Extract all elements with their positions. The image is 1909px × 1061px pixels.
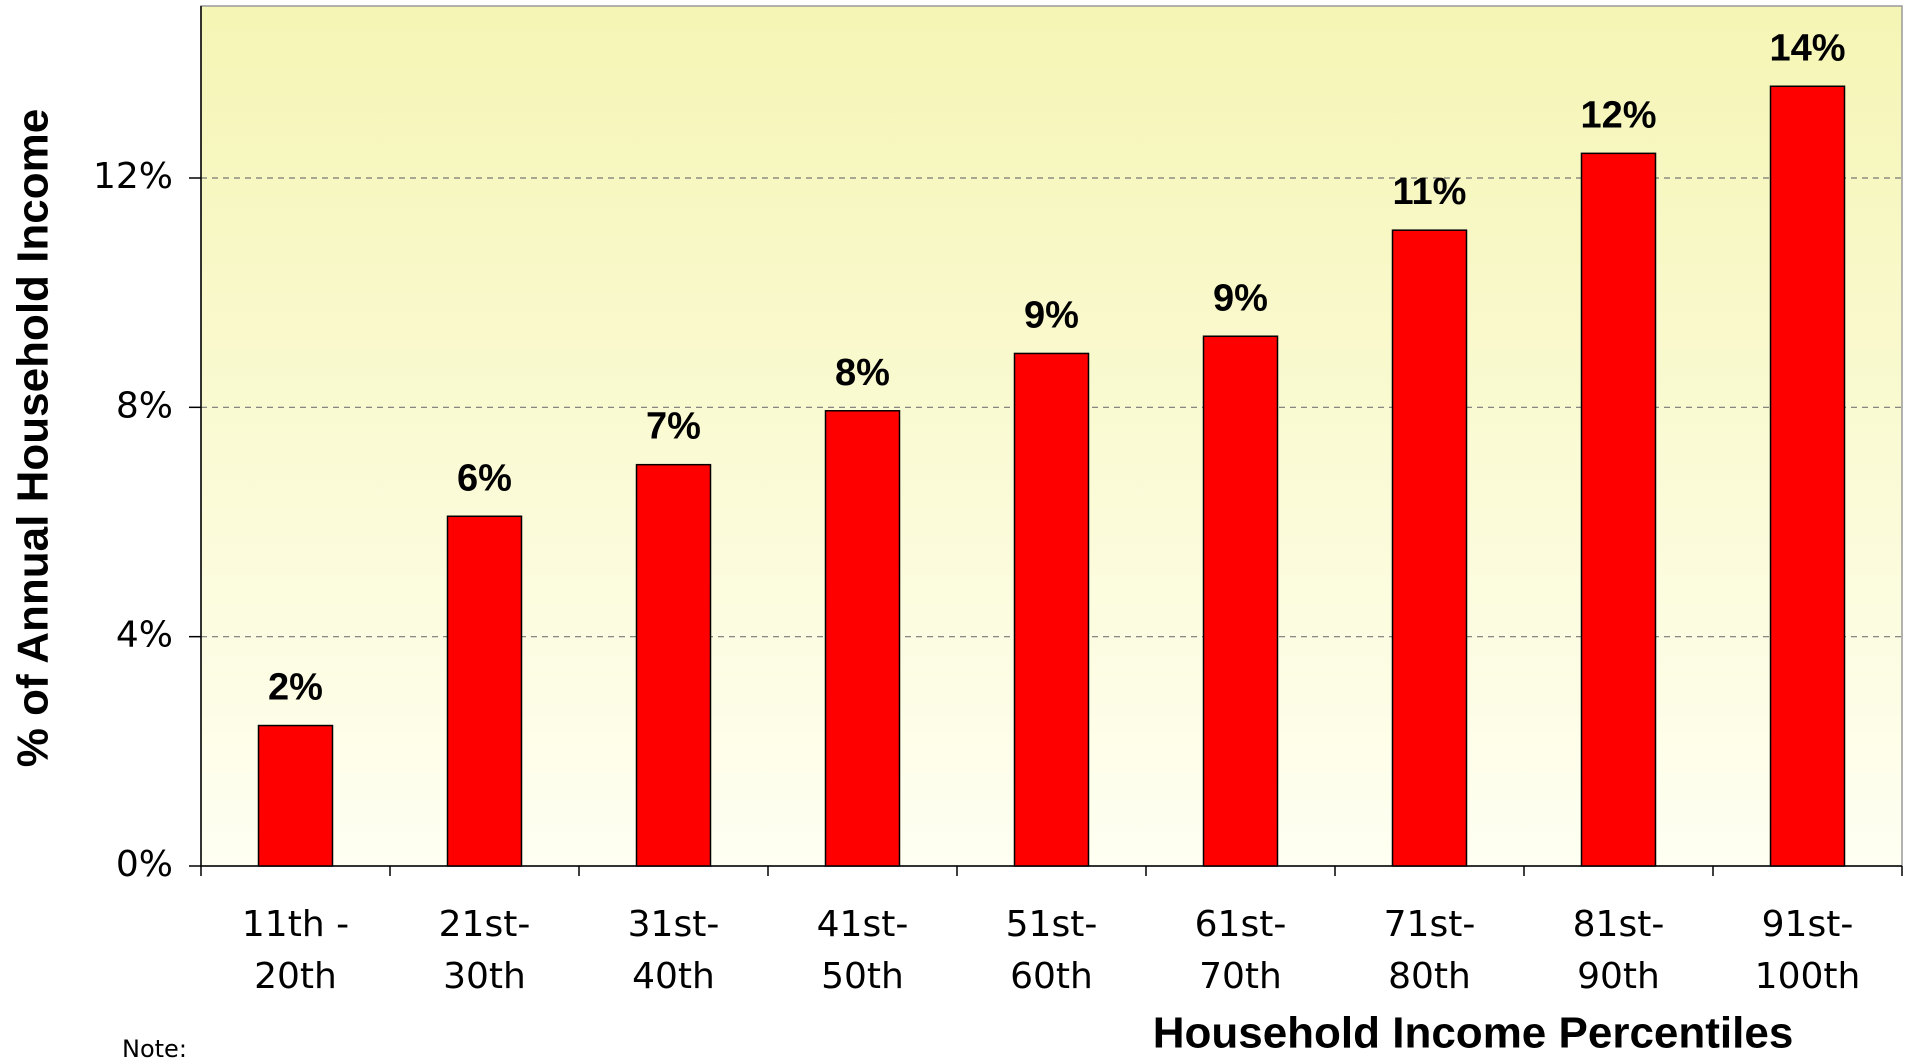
data-label: 9% [1024, 294, 1079, 336]
x-tick-label: 31st-40th [628, 904, 720, 997]
data-label: 14% [1769, 27, 1845, 69]
y-tick-label: 0% [116, 844, 173, 885]
bar [1013, 352, 1090, 867]
y-tick-label: 12% [93, 156, 173, 197]
data-label: 2% [268, 667, 323, 709]
bar [446, 515, 523, 867]
bar [1202, 335, 1279, 867]
note: Note: [122, 1035, 187, 1061]
data-label: 11% [1393, 171, 1467, 213]
data-label: 9% [1213, 277, 1268, 319]
bar [1391, 229, 1468, 867]
data-label: 6% [457, 457, 512, 499]
x-tick-label: 91st-100th [1755, 904, 1861, 997]
x-tick-label: 41st-50th [817, 904, 909, 997]
x-tick-label: 11th -20th [242, 904, 349, 997]
data-label: 8% [835, 352, 890, 394]
x-tick-label: 21st-30th [439, 904, 531, 997]
y-axis-title: % of Annual Household Income [9, 109, 58, 767]
y-tick-label: 4% [116, 615, 173, 656]
bar [1769, 85, 1846, 867]
x-tick-label: 51st-60th [1006, 904, 1098, 997]
data-label: 12% [1580, 94, 1656, 136]
bar [1580, 152, 1657, 867]
x-tick-label: 71st-80th [1384, 904, 1476, 997]
y-tick-label: 8% [116, 385, 173, 426]
bar [257, 724, 334, 867]
bar [635, 463, 712, 867]
x-tick-label: 81st-90th [1573, 904, 1665, 997]
data-label: 7% [646, 406, 701, 448]
x-tick-label: 61st-70th [1195, 904, 1287, 997]
bar [824, 410, 901, 867]
x-axis-title: Household Income Percentiles [1153, 1009, 1794, 1058]
